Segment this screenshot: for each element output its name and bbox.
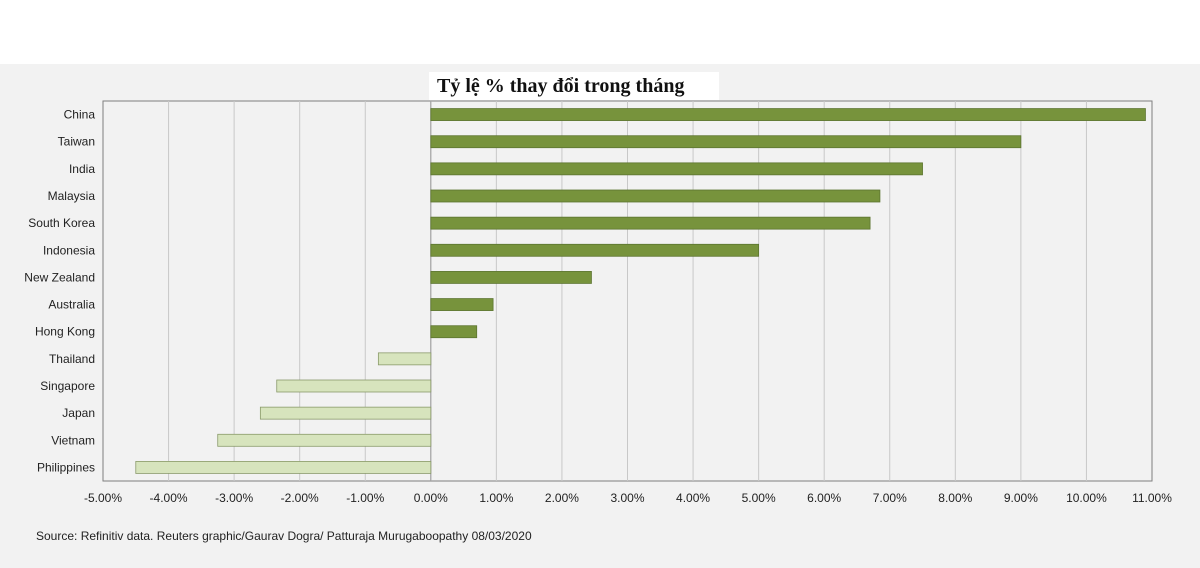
category-label: New Zealand [24,270,95,284]
bar-singapore [276,379,432,393]
x-axis-tick-labels: -5.00% -4.00% -3.00% -2.00% -1.00% 0.00% 1.00%… [84,491,1172,505]
bar-taiwan [430,135,1022,149]
x-tick-label: 6.00% [807,491,841,505]
x-tick-label: 7.00% [873,491,907,505]
bar-hong-kong [430,325,478,339]
category-label: Vietnam [51,433,95,447]
x-tick-label: 5.00% [742,491,776,505]
x-tick-label: 2.00% [545,491,579,505]
category-label: South Korea [28,216,95,230]
x-tick-label: 11.00% [1132,491,1172,505]
x-tick-label: 3.00% [610,491,644,505]
x-tick-label: -3.00% [215,491,253,505]
source-note: Source: Refinitiv data. Reuters graphic/… [36,529,532,543]
category-label: Japan [62,406,95,420]
bar-new-zealand [430,271,592,284]
category-label: Singapore [40,379,95,393]
category-label: Taiwan [58,135,95,149]
category-label: Australia [48,298,95,312]
x-tick-label: 1.00% [479,491,513,505]
x-tick-label: 8.00% [938,491,972,505]
x-tick-label: -2.00% [281,491,319,505]
bar-thailand [377,352,432,366]
bar-philippines [135,461,432,474]
x-tick-label: 9.00% [1004,491,1038,505]
bar-south-korea [430,216,871,230]
bar-india [430,162,923,176]
category-label: China [64,108,96,122]
x-tick-label: -5.00% [84,491,122,505]
category-label: India [69,162,95,176]
x-tick-label: 0.00% [414,491,448,505]
bar-china [430,108,1146,121]
category-labels: China Taiwan India Malaysia South Korea Indon… [24,108,95,475]
category-label: Indonesia [43,243,95,257]
bars [135,108,1146,474]
bar-japan [259,406,432,420]
x-tick-label: 4.00% [676,491,710,505]
gridlines [168,101,1087,481]
x-tick-label: -4.00% [150,491,188,505]
x-tick-label: 10.00% [1066,491,1107,505]
category-label: Thailand [49,352,95,366]
bar-vietnam [217,433,432,447]
bar-indonesia [430,243,760,257]
chart-title: Tỷ lệ % thay đổi trong tháng [429,72,719,100]
category-label: Malaysia [48,189,96,203]
x-tick-label: -1.00% [346,491,384,505]
bar-malaysia [430,189,881,203]
category-label: Philippines [37,460,95,474]
category-label: Hong Kong [35,325,95,339]
bar-australia [430,298,494,311]
